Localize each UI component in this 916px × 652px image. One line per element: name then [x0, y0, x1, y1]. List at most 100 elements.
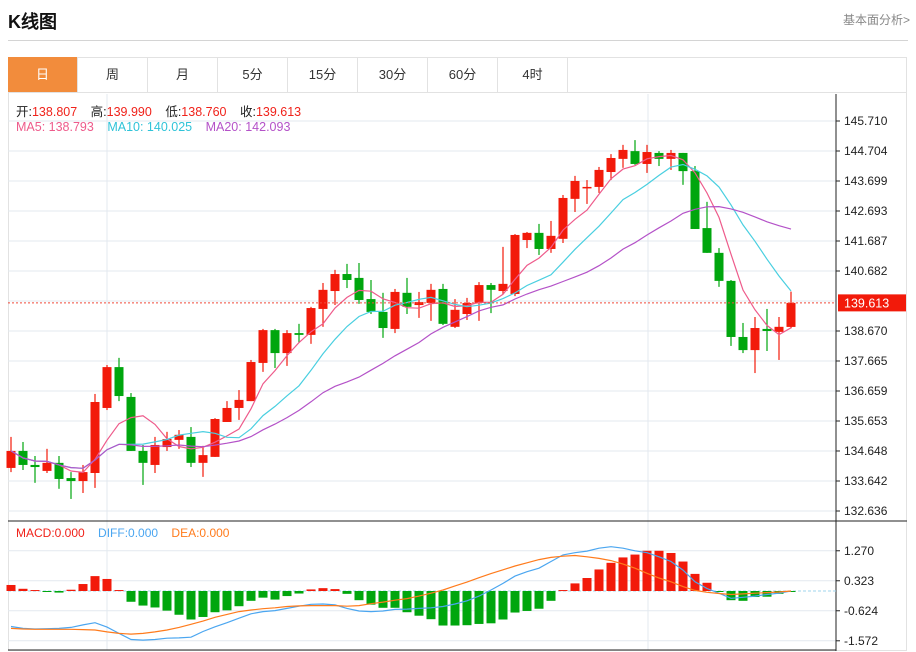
macd-bar [450, 591, 460, 626]
candle-body [450, 309, 460, 327]
candle-body [54, 462, 64, 479]
macd-bar [186, 591, 196, 620]
candle-body [210, 419, 220, 457]
candle [570, 175, 580, 212]
price-tick-label: 136.659 [844, 384, 888, 398]
candle [126, 393, 136, 451]
high-label: 高: [90, 105, 107, 119]
ma10-legend: MA10: 140.025 [107, 120, 193, 134]
candle-body [6, 450, 16, 468]
candle-body [366, 299, 376, 312]
candle-body [594, 169, 604, 187]
macd-bar [378, 591, 388, 608]
candle [78, 464, 88, 493]
candle [786, 291, 796, 329]
tab-day[interactable]: 日 [8, 57, 78, 92]
candle-body [102, 367, 112, 408]
candle-body [78, 472, 88, 482]
candle-body [570, 180, 580, 199]
macd-bar [738, 591, 748, 601]
candle-body [42, 462, 52, 471]
candle-body [606, 157, 616, 173]
candle-body [726, 280, 736, 337]
candle [426, 283, 436, 321]
candle-body [342, 274, 352, 280]
tab-5min[interactable]: 5分 [218, 57, 288, 92]
tab-4hour[interactable]: 4时 [498, 57, 568, 92]
tab-60min[interactable]: 60分 [428, 57, 498, 92]
fundamental-analysis-link[interactable]: 基本面分析> [842, 13, 910, 27]
macd-bar [174, 591, 184, 615]
price-tick-label: 135.653 [844, 414, 888, 428]
macd-bar [114, 590, 124, 592]
macd-legend-value: MACD:0.000 [16, 526, 85, 540]
macd-bar [402, 591, 412, 613]
macd-bar [90, 576, 100, 591]
open-value: 138.807 [31, 105, 78, 119]
low-label: 低: [165, 105, 182, 119]
ma20-line [10, 205, 792, 469]
macd-bar [522, 591, 532, 611]
candle [618, 144, 628, 168]
candle [690, 166, 700, 229]
macd-tick-label: -1.572 [844, 634, 878, 648]
candle-body [294, 333, 304, 335]
candle-body [438, 288, 448, 324]
candle [702, 201, 712, 253]
candle-body [702, 228, 712, 253]
ma5-line [10, 154, 792, 474]
tab-15min[interactable]: 15分 [288, 57, 358, 92]
candle-body [786, 302, 796, 327]
macd-bar [18, 588, 28, 591]
diff-legend-value: DIFF:0.000 [98, 526, 159, 540]
candle [282, 330, 292, 366]
tab-week[interactable]: 周 [78, 57, 148, 92]
macd-bar [606, 562, 616, 591]
candle [510, 234, 520, 297]
candle [342, 263, 352, 289]
candle-body [174, 434, 184, 440]
tab-month[interactable]: 月 [148, 57, 218, 92]
candle-body [762, 328, 772, 332]
candle-body [90, 402, 100, 473]
candle-body [510, 234, 520, 295]
candle [498, 246, 508, 295]
candle-body [690, 171, 700, 229]
open-label: 开: [16, 105, 32, 119]
macd-bar [330, 589, 340, 591]
candle [54, 455, 64, 489]
price-tick-label: 145.710 [844, 114, 888, 128]
candle-body [282, 333, 292, 354]
candle [222, 401, 232, 422]
candle [6, 436, 16, 473]
candle [414, 291, 424, 318]
candle-body [402, 292, 412, 307]
macd-bar [546, 591, 556, 601]
candle [366, 279, 376, 315]
dea-line [10, 554, 792, 635]
macd-bar [678, 561, 688, 591]
candle [102, 365, 112, 411]
macd-bar [126, 591, 136, 602]
macd-bar [666, 552, 676, 591]
macd-tick-label: -0.624 [844, 604, 878, 618]
period-tabs: 日 周 月 5分 15分 30分 60分 4时 [8, 57, 907, 93]
macd-bar [534, 591, 544, 609]
candle [438, 283, 448, 326]
candle-body [390, 291, 400, 329]
candle [354, 262, 364, 304]
price-tick-label: 143.699 [844, 174, 888, 188]
price-tick-label: 133.642 [844, 474, 888, 488]
macd-bar [54, 591, 64, 593]
candle-body [162, 438, 172, 448]
candle [246, 359, 256, 402]
macd-bar [354, 591, 364, 601]
macd-bar [6, 584, 16, 591]
macd-bar [486, 591, 496, 624]
macd-bar [750, 591, 760, 598]
macd-bar [222, 591, 232, 611]
macd-bar [30, 590, 40, 592]
tab-30min[interactable]: 30分 [358, 57, 428, 92]
candle [606, 154, 616, 181]
